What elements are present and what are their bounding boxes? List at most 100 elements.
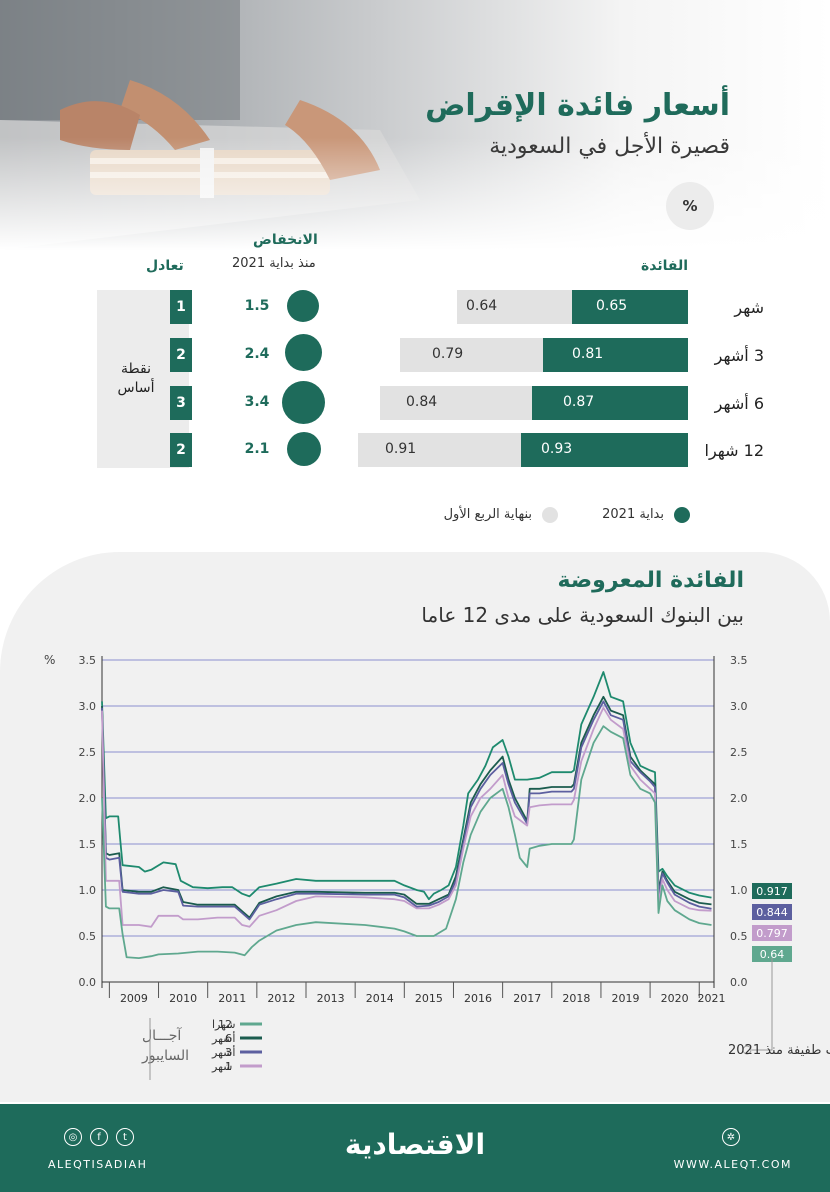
bar-start-2021-3m [543,338,688,372]
end-label-box-0 [752,883,792,899]
y-tick-left-4: 2.0 [79,792,97,805]
end-label-0: 0.917 [756,885,788,898]
web-icon[interactable]: ✲ [722,1128,740,1146]
drop-circle-6m [282,381,325,424]
rate-column-header: الفائدة [641,258,688,274]
y-tick-right-0: 0.0 [730,976,748,989]
row-label-3m: 3 أشهر [714,346,764,365]
footer-bar [0,1104,830,1192]
value-start-2021-6m: 0.87 [563,394,595,410]
legend-label-3: شهر [211,1060,232,1073]
y-tick-right-1: 0.5 [730,930,748,943]
callout-dot [742,1045,752,1055]
value-start-2021-3m: 0.81 [572,346,604,362]
bar-start-2021-12m [521,433,688,467]
legend-title-2: السايبور [141,1048,189,1064]
drop-value-3m: 2.4 [244,346,270,362]
x-tick-0: 2009 [120,992,148,1005]
drop-circle-3m [285,334,322,371]
bar-end-q1-12m [358,433,521,467]
callout-connector [752,958,773,1051]
x-tick-5: 2014 [366,992,394,1005]
callout-text: تحركات طفيفة منذ 2021 [728,1043,830,1058]
x-tick-11: 2020 [661,992,689,1005]
y-tick-right-4: 2.0 [730,792,748,805]
x-tick-3: 2012 [267,992,295,1005]
legend-label-1: أشهر [211,1031,235,1045]
end-label-2: 0.797 [756,927,788,940]
value-end-q1-12m: 0.91 [385,441,417,457]
equiv-unit-label: نقطة أساس [117,361,155,396]
equiv-box-1m: 1 [170,290,192,324]
end-label-box-1 [752,904,792,920]
bar-start-2021-6m [532,386,688,420]
row-label-12m: 12 شهرا [704,441,765,460]
value-end-q1-1m: 0.64 [466,298,498,314]
legend-num-0: 12 [218,1018,232,1031]
equiv-box-12m: 2 [170,433,192,467]
drop-value-6m: 3.4 [244,394,270,410]
legend-title-1: آجـــال [142,1027,182,1044]
y-tick-right-5: 2.5 [730,746,748,759]
y-unit-label: % [44,653,55,667]
website-link[interactable]: WWW.ALEQT.COM [673,1158,792,1171]
end-label-box-3 [752,946,792,962]
value-end-q1-6m: 0.84 [406,394,438,410]
twitter-icon[interactable]: t [116,1128,134,1146]
series-line-0 [101,671,712,901]
x-tick-12: 2021 [698,992,726,1005]
drop-circle-12m [287,432,321,466]
y-tick-right-2: 1.0 [730,884,748,897]
row-label-1m: شهر [734,298,764,317]
value-start-2021-12m: 0.93 [541,441,573,457]
chart-panel [0,552,830,1102]
end-label-1: 0.844 [756,906,788,919]
y-tick-right-7: 3.5 [730,654,748,667]
end-label-3: 0.64 [760,948,785,961]
y-tick-left-5: 2.5 [79,746,97,759]
legend-num-1: 6 [225,1032,232,1045]
chart-subtitle: بين البنوك السعودية على مدى 12 عاما [421,603,744,627]
equiv-column-header: تعادل [146,258,184,274]
y-tick-left-7: 3.5 [79,654,97,667]
brand-logo: الاقتصادية [344,1128,486,1161]
row-label-6m: 6 أشهر [714,394,764,413]
x-tick-10: 2019 [612,992,640,1005]
instagram-icon[interactable]: ◎ [64,1128,82,1146]
x-tick-9: 2018 [562,992,590,1005]
social-handle: ALEQTISADIAH [48,1158,148,1171]
value-start-2021-1m: 0.65 [596,298,628,314]
percent-badge: % [666,182,714,230]
legend-num-3: 1 [225,1060,232,1073]
bar-end-q1-6m [380,386,532,420]
drop-circle-1m [287,290,319,322]
drop-value-12m: 2.1 [244,441,270,457]
x-tick-1: 2010 [169,992,197,1005]
y-tick-left-3: 1.5 [79,838,97,851]
y-tick-left-6: 3.0 [79,700,97,713]
facebook-icon[interactable]: f [90,1128,108,1146]
legend-num-2: 3 [225,1046,232,1059]
equiv-box-3m: 2 [170,338,192,372]
page-subtitle: قصيرة الأجل في السعودية [489,134,730,159]
legend-end-q1: بنهاية الربع الأول [443,507,532,522]
page-title: أسعار فائدة الإقراض [425,88,730,123]
bar-start-2021-1m [572,290,688,324]
x-tick-8: 2017 [513,992,541,1005]
equiv-box-6m: 3 [170,386,192,420]
bar-end-q1-3m [400,338,543,372]
legend-label-0: شهرا [212,1018,235,1031]
y-tick-left-0: 0.0 [79,976,97,989]
drop-value-1m: 1.5 [244,298,270,314]
legend-dot-start-2021 [674,507,690,523]
end-label-box-2 [752,925,792,941]
y-tick-left-2: 1.0 [79,884,97,897]
series-line-1 [101,695,712,919]
x-tick-7: 2016 [464,992,492,1005]
series-line-3 [101,706,712,928]
x-tick-4: 2013 [317,992,345,1005]
x-tick-2: 2011 [218,992,246,1005]
y-tick-left-1: 0.5 [79,930,97,943]
series-line-2 [101,700,712,921]
y-tick-right-3: 1.5 [730,838,748,851]
